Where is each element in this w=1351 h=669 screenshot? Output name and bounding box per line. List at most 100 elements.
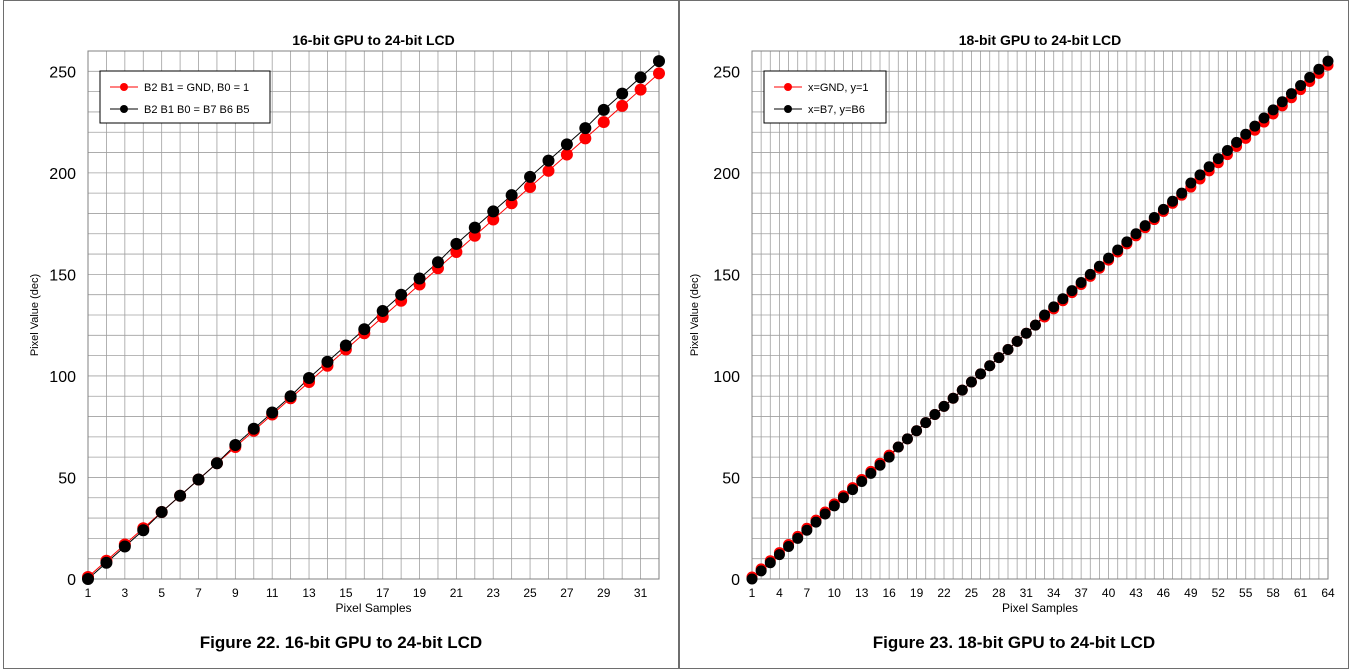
x-tick-label: 21 <box>450 586 464 600</box>
data-point <box>1103 252 1115 264</box>
legend-label: x=GND, y=1 <box>808 82 869 94</box>
data-point <box>865 467 877 479</box>
data-point <box>1121 236 1133 248</box>
data-point <box>597 116 610 129</box>
y-tick-label: 100 <box>49 369 76 386</box>
data-point <box>764 557 776 569</box>
legend: x=GND, y=1 x=B7, y=B6 <box>763 70 887 124</box>
x-tick-label: 11 <box>266 586 279 600</box>
chart-18bit-gpu-to-24bit-lcd: 18-bit GPU to 24-bit LCD 0 50 100 150 200 250 1… <box>689 32 1335 615</box>
x-tick-label: 25 <box>523 586 537 600</box>
legend-label: B2 B1 B0 = B7 B6 B5 <box>144 104 250 116</box>
data-point <box>616 99 629 112</box>
x-axis-label: Pixel Samples <box>1002 601 1078 615</box>
x-tick-label: 3 <box>121 586 128 600</box>
data-point <box>828 500 840 512</box>
data-point <box>303 371 316 384</box>
x-tick-label: 29 <box>597 586 611 600</box>
data-point <box>229 438 242 451</box>
x-tick-label: 40 <box>1102 586 1116 600</box>
x-tick-label: 46 <box>1157 586 1171 600</box>
data-point <box>579 132 592 145</box>
x-tick-label: 23 <box>487 586 501 600</box>
data-point <box>542 154 555 167</box>
legend-marker <box>784 83 792 91</box>
plot-frame <box>87 50 660 580</box>
data-point <box>1048 301 1060 313</box>
data-point <box>892 441 904 453</box>
data-point <box>284 390 297 403</box>
x-axis-label: Pixel Samples <box>335 601 411 615</box>
data-point <box>1139 220 1151 232</box>
x-tick-label: 19 <box>910 586 924 600</box>
legend: B2 B1 = GND, B0 = 1 B2 B1 B0 = B7 B6 B5 <box>99 70 271 124</box>
x-tick-label: 1 <box>749 586 756 600</box>
chart-16bit-gpu-to-24bit-lcd: 16-bit GPU to 24-bit LCD 0 50 100 150 200 250 1… <box>29 32 665 615</box>
data-point <box>1020 327 1032 339</box>
legend-marker <box>120 105 128 113</box>
x-tick-label: 15 <box>339 586 353 600</box>
data-point <box>1304 71 1316 83</box>
x-tick-label: 58 <box>1266 586 1280 600</box>
data-point <box>1313 63 1325 75</box>
data-point <box>1011 335 1023 347</box>
x-tick-label: 19 <box>413 586 427 600</box>
data-point <box>247 422 260 435</box>
data-point <box>874 459 886 471</box>
x-tick-labels: 1 3 5 7 9 11 13 15 17 19 21 23 25 27 29 31 <box>85 586 648 600</box>
data-point <box>1285 88 1297 100</box>
data-point <box>468 221 481 234</box>
x-tick-label: 13 <box>855 586 869 600</box>
data-point <box>1231 136 1243 148</box>
legend-box <box>763 70 887 124</box>
x-tick-label: 10 <box>828 586 842 600</box>
x-tick-label: 37 <box>1074 586 1088 600</box>
data-point <box>1066 285 1078 297</box>
data-point <box>1002 344 1014 356</box>
y-axis-label: Pixel Value (dec) <box>29 274 41 356</box>
data-point <box>956 384 968 396</box>
data-point <box>746 573 758 585</box>
x-tick-label: 61 <box>1294 586 1308 600</box>
data-point <box>755 565 767 577</box>
data-point <box>487 205 500 218</box>
y-tick-labels: 0 50 100 150 200 250 <box>49 64 76 589</box>
data-point <box>579 122 592 135</box>
data-point <box>597 103 610 116</box>
data-point <box>1039 309 1051 321</box>
data-point <box>1112 244 1124 256</box>
y-tick-label: 150 <box>713 267 740 284</box>
data-point <box>413 272 426 285</box>
data-point <box>783 541 795 553</box>
series-markers-2 <box>82 55 665 585</box>
data-point <box>837 492 849 504</box>
data-point <box>947 392 959 404</box>
x-tick-label: 5 <box>158 586 165 600</box>
data-point <box>266 406 279 419</box>
y-tick-labels: 0 50 100 150 200 250 <box>713 64 740 589</box>
x-tick-label: 4 <box>776 586 783 600</box>
data-point <box>975 368 987 380</box>
data-point <box>210 457 223 470</box>
data-point <box>847 484 859 496</box>
data-point <box>82 573 94 585</box>
x-tick-label: 1 <box>85 586 92 600</box>
data-point <box>1148 212 1160 224</box>
data-point <box>505 189 518 202</box>
y-tick-label: 0 <box>67 572 76 589</box>
x-tick-label: 22 <box>937 586 951 600</box>
data-point <box>1322 55 1334 67</box>
data-point <box>560 148 573 161</box>
data-point <box>965 376 977 388</box>
y-tick-label: 0 <box>731 572 740 589</box>
figure-22-caption: Figure 22. 16-bit GPU to 24-bit LCD <box>199 633 483 652</box>
data-point <box>100 556 113 569</box>
data-point <box>1267 104 1279 116</box>
x-tick-label: 34 <box>1047 586 1061 600</box>
data-point <box>1258 112 1270 124</box>
data-point <box>911 425 923 437</box>
y-tick-label: 100 <box>713 369 740 386</box>
legend-label: x=B7, y=B6 <box>808 104 865 116</box>
data-point <box>1276 96 1288 108</box>
legend-label: B2 B1 = GND, B0 = 1 <box>144 82 249 94</box>
